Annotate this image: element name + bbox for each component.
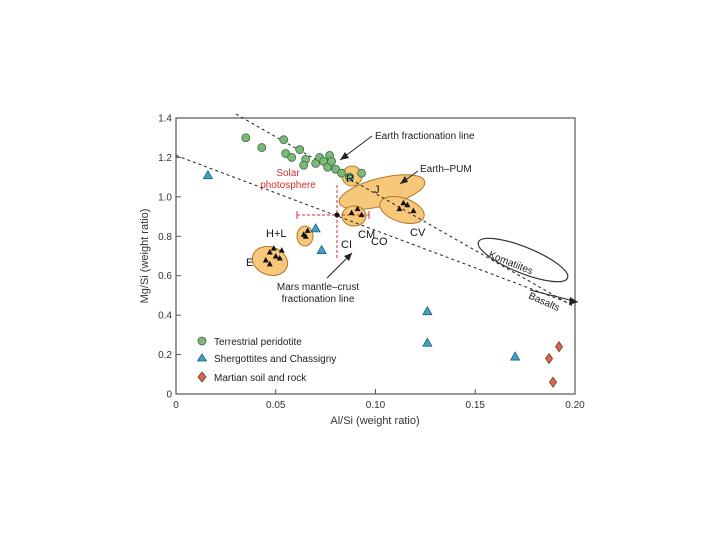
label-group-ci: CI — [341, 239, 352, 251]
data-point-peridotite — [281, 149, 291, 158]
data-point-peridotite — [299, 160, 309, 170]
x-axis-label: Al/Si (weight ratio) — [330, 415, 419, 427]
data-point-meteorite-cv — [410, 207, 417, 214]
y-tick-label: 0 — [166, 390, 172, 401]
reference-line — [175, 154, 576, 306]
legend-marker-shergottites — [196, 353, 208, 362]
data-point-meteorite-hl — [302, 233, 309, 239]
label-group-j: J — [374, 184, 380, 196]
label-earth-pum: Earth–PUM — [420, 164, 472, 175]
data-point-meteorite-cv — [404, 201, 411, 208]
data-point-peridotite — [327, 156, 337, 166]
data-point-peridotite — [295, 145, 305, 154]
label-group-co: CO — [371, 236, 388, 248]
data-point-meteorite-cm — [354, 205, 361, 212]
data-point-shergottite — [422, 305, 433, 316]
data-point-shergottite — [422, 337, 433, 347]
data-point-martian — [545, 352, 554, 365]
data-point-peridotite — [279, 135, 289, 145]
data-point-meteorite-e — [278, 247, 285, 253]
data-point-meteorite-e — [272, 253, 279, 259]
x-tick-label: 0 — [173, 400, 179, 411]
y-tick-label: 0.6 — [158, 271, 172, 282]
data-point-meteorite-cm — [348, 209, 355, 216]
data-point-meteorite-cv — [396, 205, 403, 212]
arrowhead-mars-line — [344, 253, 352, 261]
label-mars-line-1: Mars mantle–crust — [277, 282, 359, 293]
label-mars-line-2: fractionation line — [282, 294, 355, 305]
label-group-cm: CM — [358, 229, 375, 241]
x-tick-label: 0.20 — [565, 400, 585, 411]
field-komatiites — [477, 237, 569, 283]
arrowhead-basalts — [569, 297, 578, 305]
data-point-peridotite — [337, 168, 346, 178]
data-point-meteorite-cv — [400, 199, 407, 206]
data-point-martian — [549, 376, 558, 388]
legend-label-shergottites: Shergottites and Chassigny — [214, 354, 336, 365]
reference-lines — [175, 113, 576, 308]
y-tick-label: 0.4 — [158, 311, 172, 322]
label-group-hl: H+L — [266, 228, 287, 240]
data-point-peridotite — [331, 164, 341, 174]
solar-photosphere — [296, 185, 370, 260]
data-point-martian — [555, 340, 564, 353]
legend: Terrestrial peridotite Shergottites and … — [196, 336, 336, 384]
legend-label-peridotite: Terrestrial peridotite — [214, 337, 302, 348]
arrowhead-earth-pum — [400, 176, 408, 184]
data-point-meteorite-e — [270, 245, 277, 251]
y-tick-label: 0.2 — [158, 350, 172, 361]
data-point-shergottite — [310, 223, 321, 233]
label-solar-1: Solar — [276, 168, 300, 179]
y-axis-label: Mg/Si (weight ratio) — [139, 209, 151, 304]
data-point-meteorite-e — [266, 249, 273, 255]
data-point-meteorite-cm — [358, 211, 365, 218]
x-tick-label: 0.10 — [366, 400, 386, 411]
field-cv — [379, 196, 425, 224]
reference-line — [235, 113, 576, 308]
data-marks — [202, 133, 564, 388]
label-group-r: R — [346, 173, 354, 185]
axis-ticks: 0 0.05 0.10 0.15 0.20 0 0.2 0.4 0.6 0.8 1.0 1.2 1.4 — [158, 114, 585, 412]
legend-label-martian: Martian soil and rock — [214, 373, 307, 384]
solar-point — [334, 212, 340, 218]
data-point-shergottite — [202, 169, 214, 180]
label-earth-line: Earth fractionation line — [375, 131, 475, 142]
legend-marker-martian — [197, 371, 207, 383]
data-point-meteorite-hl — [304, 227, 311, 233]
data-point-peridotite — [345, 172, 354, 182]
arrowhead-earth-line — [340, 152, 349, 160]
data-point-peridotite — [257, 143, 267, 152]
x-tick-label: 0.05 — [266, 400, 286, 411]
data-point-peridotite — [287, 153, 297, 162]
field-e — [251, 245, 289, 277]
y-tick-label: 1.2 — [158, 153, 172, 164]
data-point-peridotite — [357, 168, 366, 178]
label-group-cv: CV — [410, 227, 426, 239]
data-point-shergottite — [316, 244, 327, 254]
y-tick-label: 0.8 — [158, 232, 172, 243]
y-tick-label: 1.0 — [158, 192, 172, 203]
arrowheads — [340, 152, 578, 305]
legend-marker-peridotite — [197, 336, 207, 346]
label-group-e: E — [246, 257, 253, 269]
x-tick-label: 0.15 — [466, 400, 486, 411]
label-basalts: Basalts — [527, 291, 561, 314]
data-point-meteorite-e — [266, 260, 273, 267]
data-point-shergottite — [509, 351, 521, 361]
data-point-meteorite-e — [276, 254, 283, 261]
label-solar-2: photosphere — [260, 180, 316, 191]
y-tick-label: 1.4 — [158, 114, 172, 125]
data-point-peridotite — [241, 133, 251, 143]
data-point-meteorite-e — [262, 256, 269, 263]
